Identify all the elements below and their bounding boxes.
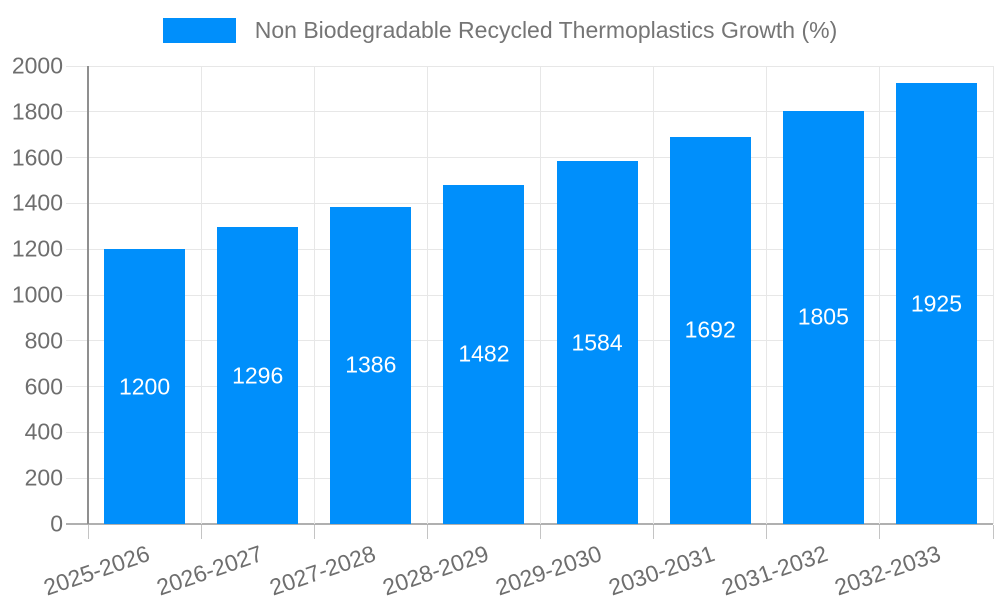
- y-tick-label: 1400: [11, 189, 63, 216]
- x-axis-tick: [87, 525, 89, 539]
- bar: [443, 184, 525, 524]
- legend-label: Non Biodegradable Recycled Thermoplastic…: [254, 17, 838, 43]
- y-gridline: [66, 431, 993, 433]
- legend[interactable]: Non Biodegradable Recycled Thermoplastic…: [0, 18, 1000, 43]
- y-gridline: [66, 65, 993, 67]
- y-tick-label: 2000: [11, 52, 63, 79]
- bar-value-label: 1386: [345, 351, 397, 378]
- y-tick-label: 600: [24, 373, 63, 400]
- y-gridline: [66, 202, 993, 204]
- bar-value-label: 1925: [910, 290, 963, 317]
- x-category-label: 2028-2029: [379, 540, 492, 600]
- x-gridline: [766, 66, 768, 524]
- x-category-label: 2025-2026: [39, 540, 153, 600]
- y-gridline: [66, 157, 993, 159]
- y-tick-label: 1600: [11, 144, 63, 171]
- bar-value-label: 1200: [118, 373, 171, 400]
- x-category-label: 2030-2031: [605, 540, 719, 600]
- bar: [330, 206, 412, 524]
- bar-value-label: 1584: [571, 329, 623, 356]
- x-category-label: 2026-2027: [153, 540, 266, 600]
- y-gridline: [66, 111, 993, 113]
- y-gridline: [66, 340, 993, 342]
- bar-value-label: 1805: [797, 303, 849, 330]
- y-gridline: [66, 386, 993, 388]
- x-axis-tick: [200, 525, 202, 539]
- legend-swatch: [162, 18, 236, 43]
- x-axis-tick: [879, 525, 881, 539]
- x-gridline: [879, 66, 881, 524]
- x-gridline: [653, 66, 655, 524]
- bar: [104, 249, 186, 524]
- y-tick-label: 400: [24, 418, 63, 445]
- bar: [669, 136, 751, 524]
- x-axis-tick: [313, 525, 315, 539]
- x-category-label: 2032-2033: [831, 540, 945, 600]
- bar-value-label: 1296: [232, 362, 284, 389]
- y-tick-label: 0: [50, 510, 63, 537]
- bar: [895, 83, 977, 524]
- x-gridline: [200, 66, 202, 524]
- x-gridline: [313, 66, 315, 524]
- bar-value-label: 1692: [684, 316, 736, 343]
- x-axis-line: [66, 523, 993, 525]
- x-gridline: [540, 66, 541, 524]
- x-category-label: 2027-2028: [266, 540, 379, 600]
- y-tick-label: 800: [24, 327, 63, 354]
- y-gridline: [66, 248, 993, 250]
- x-axis-tick: [426, 525, 428, 539]
- bar-value-label: 1482: [458, 340, 510, 367]
- y-tick-label: 1200: [11, 235, 63, 262]
- x-category-label: 2031-2032: [718, 540, 832, 600]
- x-axis-tick: [540, 525, 541, 539]
- bar: [782, 110, 864, 524]
- x-category-label: 2029-2030: [492, 540, 605, 600]
- y-tick-label: 1800: [11, 98, 63, 125]
- x-axis-tick: [992, 525, 994, 539]
- y-tick-label: 1000: [11, 281, 63, 308]
- x-axis-tick: [766, 525, 768, 539]
- y-gridline: [66, 477, 993, 479]
- bar: [556, 161, 638, 524]
- x-gridline: [426, 66, 428, 524]
- bar: [217, 227, 299, 524]
- x-gridline: [992, 66, 994, 524]
- y-gridline: [66, 294, 993, 296]
- x-axis-tick: [653, 525, 655, 539]
- y-tick-label: 200: [24, 464, 63, 491]
- y-axis-line: [87, 66, 89, 524]
